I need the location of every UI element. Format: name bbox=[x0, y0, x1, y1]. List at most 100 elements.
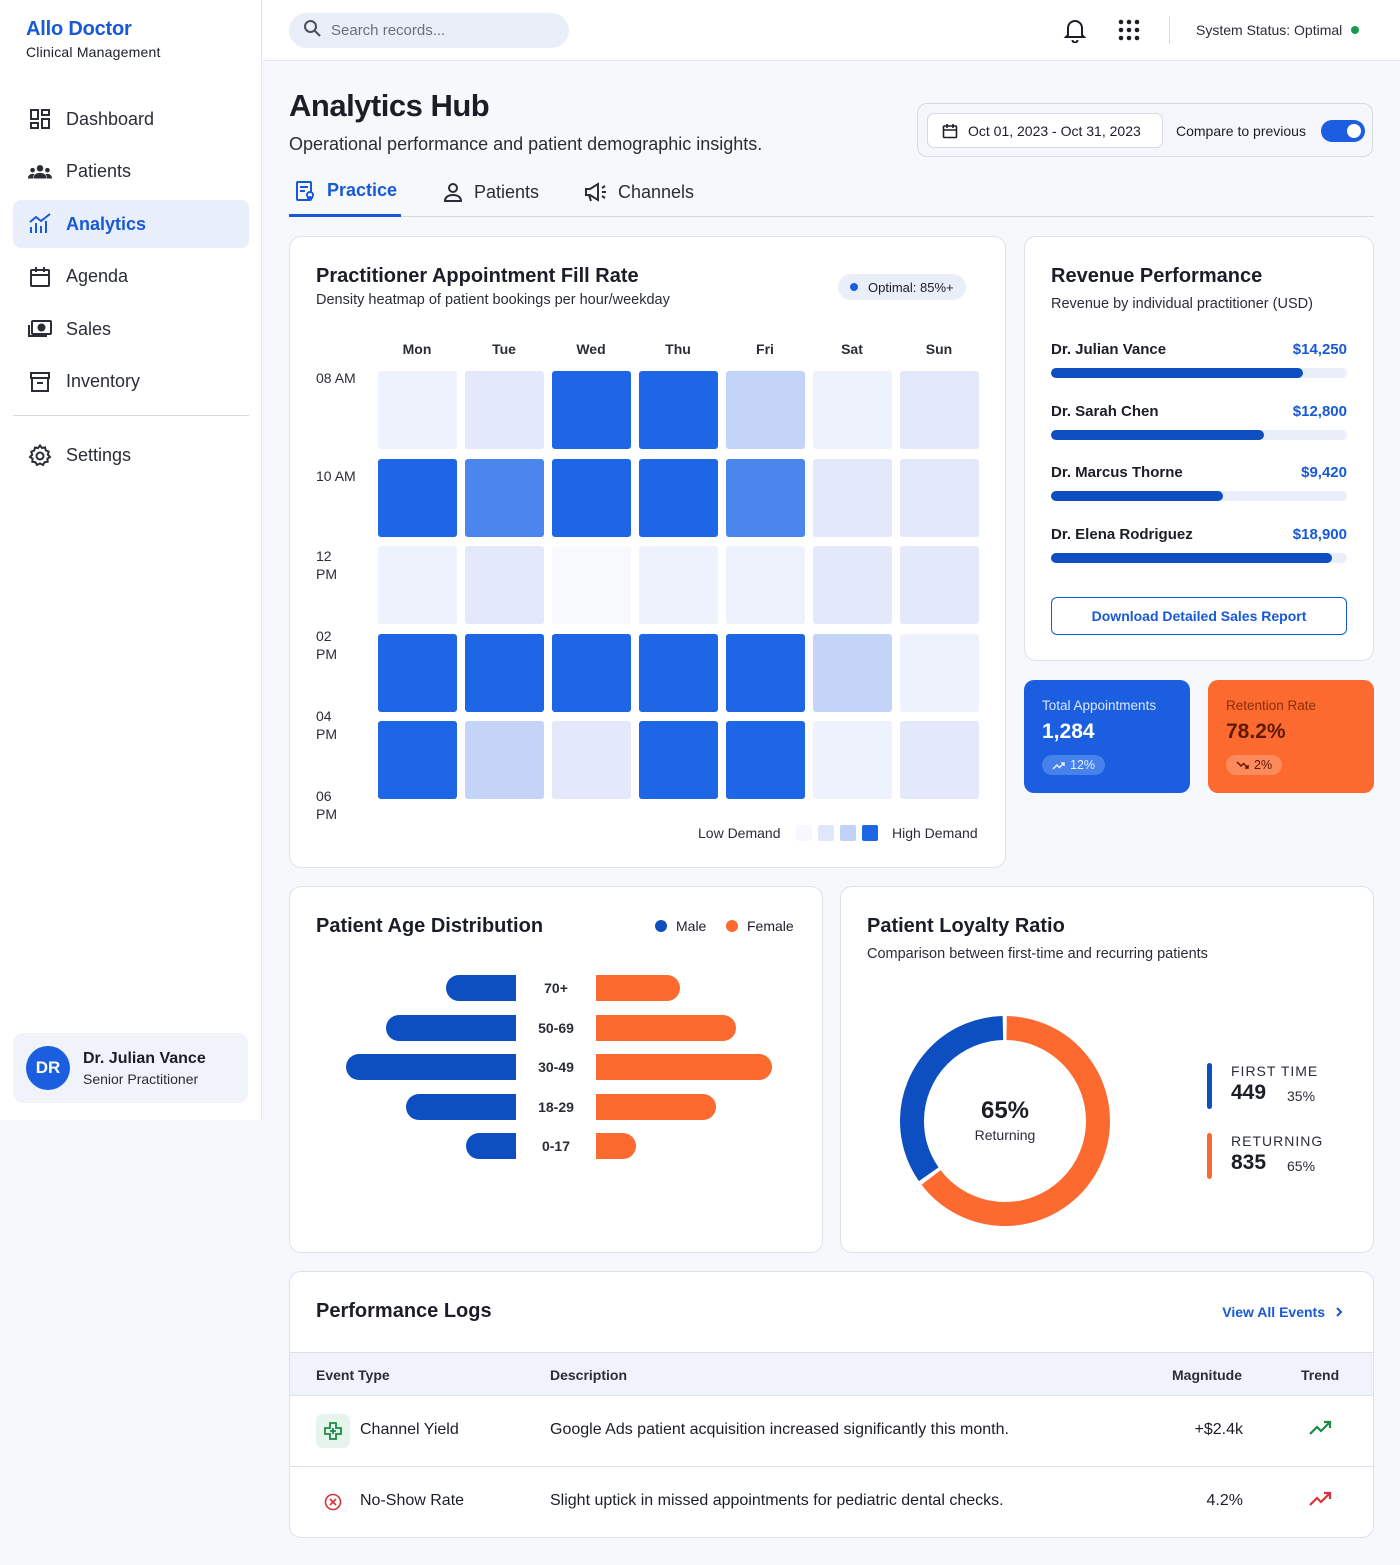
heatmap-cell[interactable] bbox=[465, 371, 544, 449]
heatmap-cell[interactable] bbox=[465, 546, 544, 624]
female-bar[interactable] bbox=[596, 1093, 716, 1120]
heatmap-cell[interactable] bbox=[552, 458, 631, 537]
donut-center: 65% Returning bbox=[899, 1097, 1111, 1143]
heatmap-cell[interactable] bbox=[378, 721, 457, 799]
search-input[interactable] bbox=[331, 22, 551, 39]
fill-rate-title: Practitioner Appointment Fill Rate bbox=[316, 265, 639, 287]
heatmap-cell[interactable] bbox=[813, 721, 892, 799]
heatmap-cell[interactable] bbox=[813, 546, 892, 624]
heatmap-day-label: Tue bbox=[492, 341, 516, 357]
table-row[interactable]: Channel Yield Google Ads patient acquisi… bbox=[290, 1396, 1373, 1467]
brand[interactable]: Allo Doctor Clinical Management bbox=[26, 18, 161, 60]
heatmap-cell[interactable] bbox=[726, 371, 805, 449]
heatmap-cell[interactable] bbox=[813, 371, 892, 449]
sidebar-item-sales[interactable]: Sales bbox=[13, 305, 249, 353]
user-card[interactable]: DR Dr. Julian Vance Senior Practitioner bbox=[13, 1033, 248, 1103]
legend-swatch bbox=[818, 825, 834, 841]
sidebar-item-agenda[interactable]: Agenda bbox=[13, 253, 249, 301]
heatmap-cell[interactable] bbox=[639, 458, 718, 537]
segment-bar bbox=[1207, 1063, 1212, 1109]
heatmap-cell[interactable] bbox=[378, 546, 457, 624]
tab-patients[interactable]: Patients bbox=[442, 167, 539, 217]
heatmap-cell[interactable] bbox=[726, 458, 805, 537]
heatmap-cell[interactable] bbox=[726, 546, 805, 624]
view-all-events-link[interactable]: View All Events bbox=[1222, 1304, 1343, 1320]
revenue-bar-track bbox=[1051, 491, 1347, 501]
donut-percent: 65% bbox=[980, 1097, 1030, 1124]
male-bar[interactable] bbox=[386, 1014, 516, 1041]
male-bar[interactable] bbox=[406, 1093, 516, 1120]
sidebar: Allo Doctor Clinical Management Dashboar… bbox=[0, 0, 262, 1120]
heatmap-cell[interactable] bbox=[465, 633, 544, 712]
heatmap-cell[interactable] bbox=[639, 546, 718, 624]
table-row[interactable]: No-Show Rate Slight uptick in missed app… bbox=[290, 1467, 1373, 1537]
heatmap-cell[interactable] bbox=[552, 633, 631, 712]
brand-title: Allo Doctor bbox=[26, 18, 132, 40]
male-bar[interactable] bbox=[466, 1133, 516, 1159]
total-appointments-card: Total Appointments 1,284 12% bbox=[1024, 680, 1190, 793]
heatmap-cell[interactable] bbox=[378, 633, 457, 712]
sidebar-item-label: Analytics bbox=[66, 213, 147, 234]
tab-practice[interactable]: Practice bbox=[289, 167, 402, 217]
heatmap-cell[interactable] bbox=[465, 458, 544, 537]
stat-label: Total Appointments bbox=[1042, 698, 1157, 713]
apps-grid-icon[interactable] bbox=[1118, 19, 1140, 46]
heatmap-day-label: Thu bbox=[665, 341, 691, 357]
tab-channels[interactable]: Channels bbox=[584, 167, 694, 217]
female-bar[interactable] bbox=[596, 1054, 772, 1080]
sidebar-item-settings[interactable]: Settings bbox=[13, 432, 249, 480]
event-description: Slight uptick in missed appointments for… bbox=[550, 1492, 1004, 1509]
age-distribution-card: Patient Age Distribution Male Female 70+… bbox=[289, 886, 823, 1253]
heatmap-cell[interactable] bbox=[378, 371, 457, 449]
compare-toggle[interactable] bbox=[1321, 120, 1365, 142]
heatmap-cell[interactable] bbox=[552, 721, 631, 799]
practitioner-revenue: $18,900 bbox=[1292, 525, 1347, 543]
heatmap-hour-label: 06 PM bbox=[316, 788, 337, 822]
event-magnitude: 4.2% bbox=[1206, 1492, 1243, 1509]
male-bar[interactable] bbox=[346, 1054, 516, 1080]
heatmap-cell[interactable] bbox=[639, 371, 718, 449]
heatmap-cell[interactable] bbox=[726, 633, 805, 712]
donut-segment-first-time[interactable] bbox=[900, 1016, 1110, 1226]
heatmap-cell[interactable] bbox=[813, 633, 892, 712]
view-all-label: View All Events bbox=[1222, 1304, 1325, 1320]
female-bar[interactable] bbox=[596, 1014, 736, 1041]
gear-icon bbox=[27, 443, 53, 469]
nav-divider bbox=[13, 414, 249, 416]
heatmap-cell[interactable] bbox=[552, 546, 631, 624]
heatmap-cell[interactable] bbox=[639, 633, 718, 712]
bell-icon[interactable] bbox=[1063, 17, 1087, 48]
legend-male: Male bbox=[655, 918, 706, 934]
legend-label: Male bbox=[676, 918, 707, 934]
heatmap-cell[interactable] bbox=[900, 546, 979, 624]
heatmap-day-label: Wed bbox=[576, 341, 606, 357]
heatmap-cell[interactable] bbox=[900, 721, 979, 799]
sidebar-item-analytics[interactable]: Analytics bbox=[13, 200, 249, 248]
heatmap-cell[interactable] bbox=[639, 721, 718, 799]
legend-dot bbox=[655, 920, 667, 932]
female-bar[interactable] bbox=[596, 1133, 636, 1159]
table-header: Event Type Description Magnitude Trend bbox=[290, 1352, 1373, 1396]
heatmap-cell[interactable] bbox=[900, 633, 979, 712]
male-bar[interactable] bbox=[446, 975, 516, 1001]
change-badge: 12% bbox=[1042, 755, 1106, 775]
column-header: Trend bbox=[1301, 1367, 1340, 1383]
page-title: Analytics Hub bbox=[289, 88, 490, 123]
heatmap-cell[interactable] bbox=[465, 721, 544, 799]
sidebar-item-label: Inventory bbox=[66, 371, 141, 391]
practitioner-name: Dr. Sarah Chen bbox=[1051, 402, 1159, 420]
download-report-button[interactable]: Download Detailed Sales Report bbox=[1051, 597, 1347, 635]
sidebar-item-patients[interactable]: Patients bbox=[13, 148, 249, 196]
sidebar-item-dashboard[interactable]: Dashboard bbox=[13, 95, 249, 143]
search-box[interactable] bbox=[289, 13, 569, 48]
heatmap-cell[interactable] bbox=[900, 458, 979, 537]
heatmap-cell[interactable] bbox=[378, 458, 457, 537]
heatmap-cell[interactable] bbox=[726, 721, 805, 799]
heatmap-cell[interactable] bbox=[552, 371, 631, 449]
female-bar[interactable] bbox=[596, 975, 680, 1001]
optimal-badge: Optimal: 85%+ bbox=[838, 274, 966, 300]
heatmap-cell[interactable] bbox=[900, 371, 979, 449]
date-range-picker[interactable]: Oct 01, 2023 - Oct 31, 2023 bbox=[927, 113, 1163, 148]
heatmap-cell[interactable] bbox=[813, 458, 892, 537]
sidebar-item-inventory[interactable]: Inventory bbox=[13, 358, 249, 406]
